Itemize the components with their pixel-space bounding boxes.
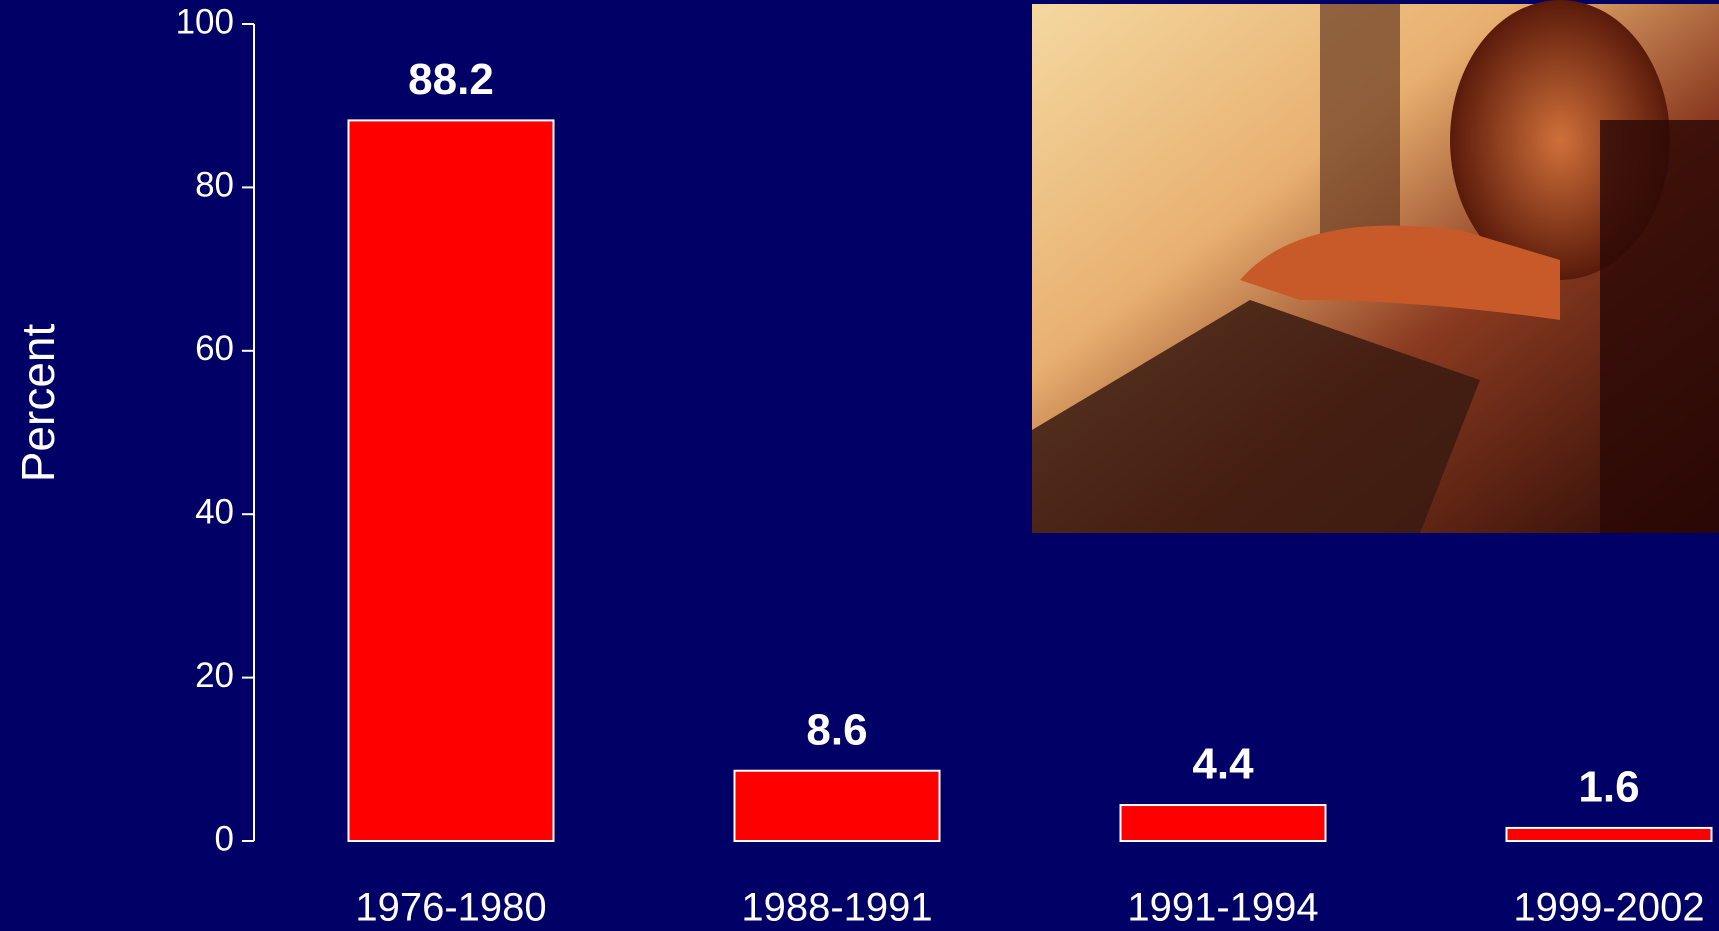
photo bbox=[1032, 0, 1719, 533]
x-tick-label: 1991-1994 bbox=[1127, 886, 1318, 930]
y-tick-label: 40 bbox=[195, 492, 234, 531]
bar bbox=[1507, 828, 1712, 841]
bar bbox=[1121, 805, 1326, 841]
value-label: 8.6 bbox=[806, 705, 867, 754]
bar bbox=[349, 120, 554, 841]
y-tick-label: 60 bbox=[195, 329, 234, 368]
x-tick-label: 1976-1980 bbox=[355, 886, 546, 930]
value-label: 4.4 bbox=[1192, 740, 1254, 789]
y-tick-label: 100 bbox=[176, 2, 234, 41]
y-tick-label: 20 bbox=[195, 656, 234, 695]
x-tick-label: 1988-1991 bbox=[741, 886, 932, 930]
page: Percent 0 20 40 60 80 100 88.2 1976-1980 8.6 1988… bbox=[0, 0, 1719, 931]
value-label: 1.6 bbox=[1578, 763, 1639, 812]
y-tick-label: 80 bbox=[195, 166, 234, 205]
photo-shadow bbox=[1600, 120, 1719, 533]
x-tick-label: 1999-2002 bbox=[1513, 886, 1704, 930]
bar bbox=[735, 771, 940, 841]
photo-window-frame bbox=[1320, 4, 1400, 264]
value-label: 88.2 bbox=[408, 55, 494, 104]
y-tick-label: 0 bbox=[215, 819, 234, 858]
chart: Percent 0 20 40 60 80 100 88.2 1976-1980 8.6 1988… bbox=[0, 0, 1719, 931]
y-axis-label: Percent bbox=[12, 324, 64, 483]
